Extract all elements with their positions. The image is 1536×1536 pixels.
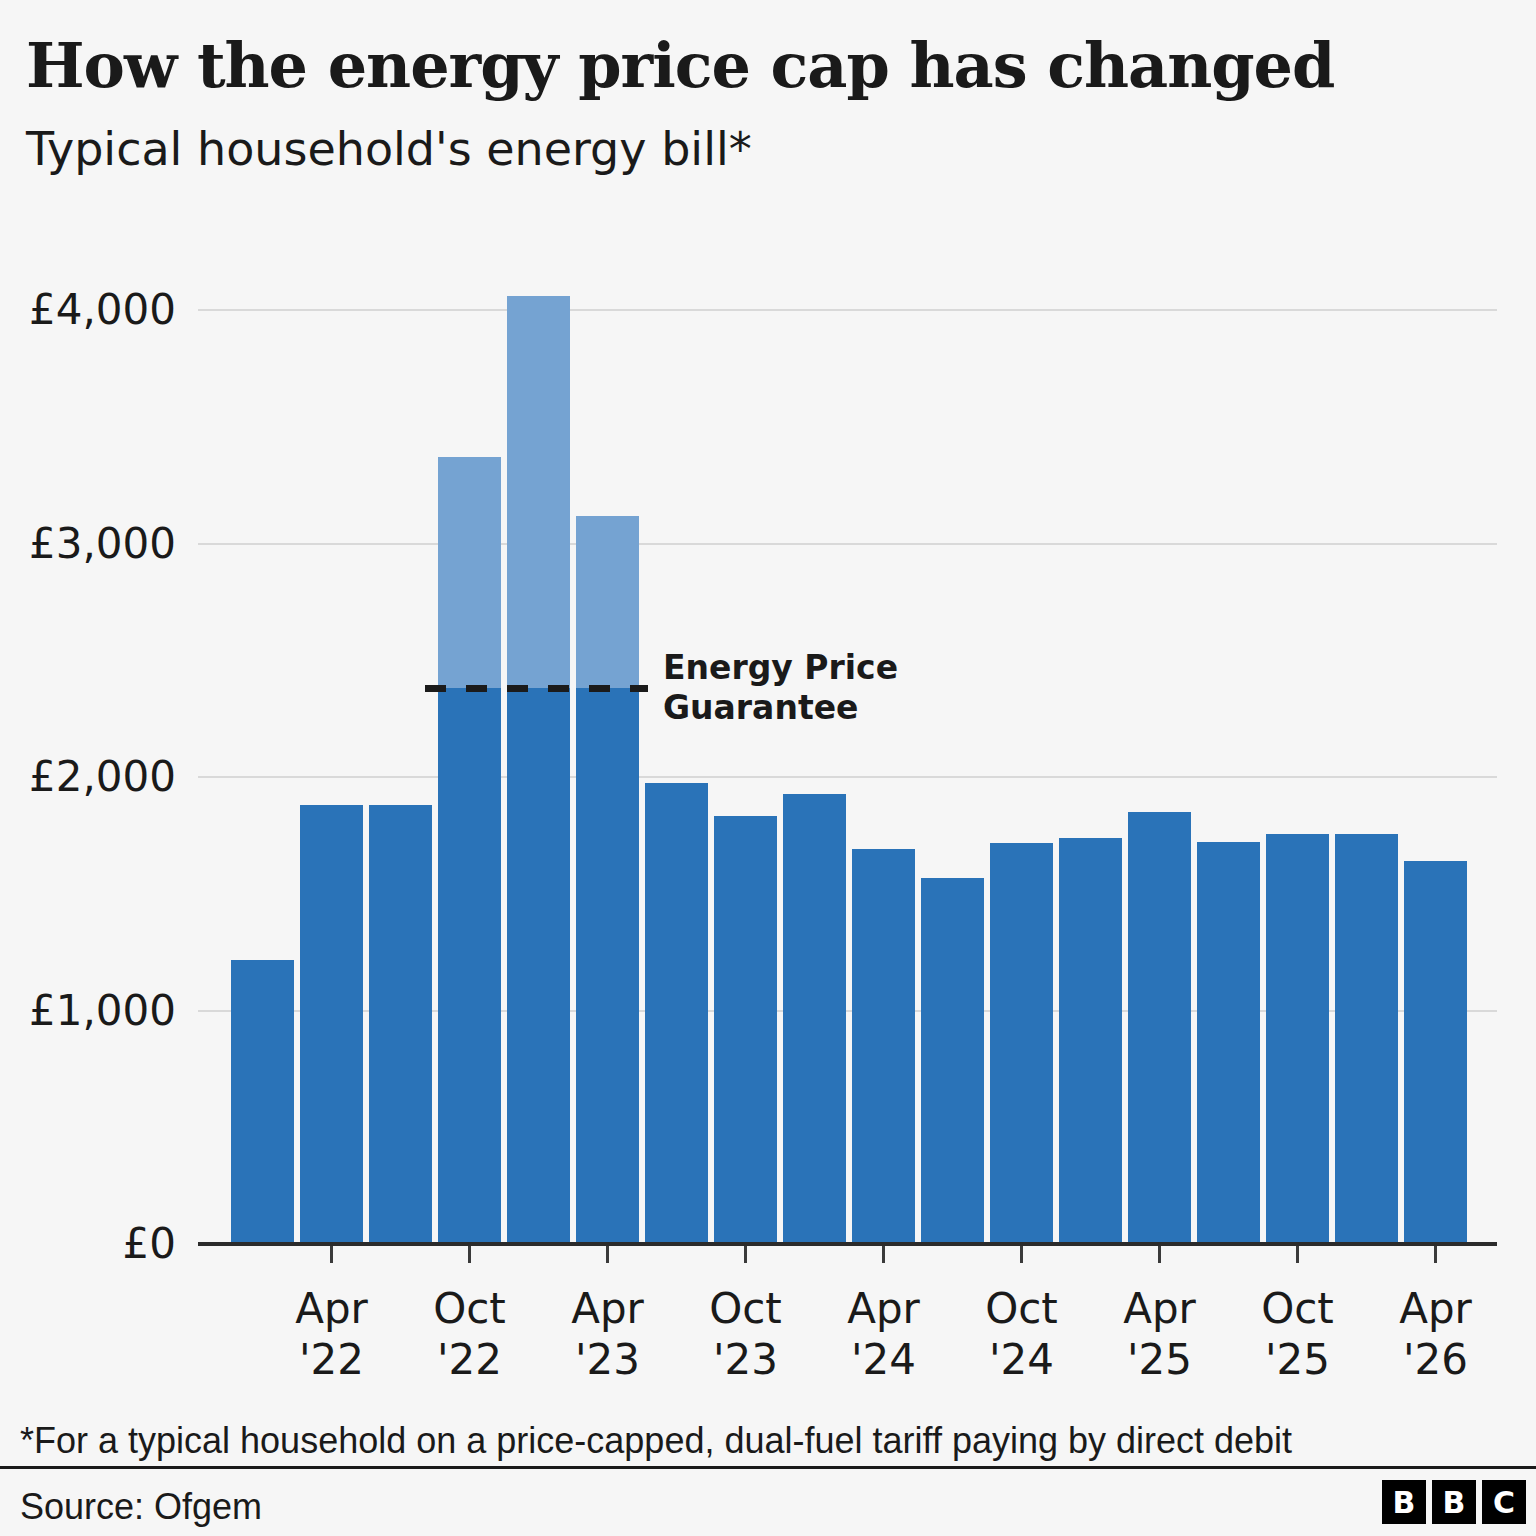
x-axis-tick-7 (744, 1246, 747, 1263)
x-axis-label-17: Apr'26 (1356, 1283, 1516, 1385)
y-axis-label-3000: £3,000 (6, 518, 176, 570)
gridline-3000 (198, 543, 1497, 545)
x-axis-label-15: Oct'25 (1218, 1283, 1378, 1385)
epg-dashed-line (425, 685, 648, 692)
plot-area: £0£1,000£2,000£3,000£4,000Apr'22Oct'22Ap… (0, 0, 1536, 1536)
y-axis-label-1000: £1,000 (6, 985, 176, 1037)
bar-jul-24 (921, 878, 984, 1244)
x-axis-label-7: Oct'23 (666, 1283, 826, 1385)
x-axis-tick-9 (882, 1246, 885, 1263)
bar-apr-22 (300, 805, 363, 1244)
x-axis-label-5: Apr'23 (528, 1283, 688, 1385)
bbc-logo-block-c: C (1482, 1480, 1526, 1524)
bar-jan-24 (783, 794, 846, 1244)
footer-divider (0, 1466, 1536, 1469)
gridline-2000 (198, 776, 1497, 778)
bar-oct-23 (714, 816, 777, 1244)
bar-oct-24 (990, 843, 1053, 1244)
epg-annotation: Energy Price Guarantee (663, 648, 898, 728)
gridline-4000 (198, 309, 1497, 311)
x-axis-label-13: Apr'25 (1080, 1283, 1240, 1385)
epg-annotation-line1: Energy Price (663, 648, 898, 688)
bar-oct-22 (438, 688, 501, 1244)
x-axis-label-9: Apr'24 (804, 1283, 964, 1385)
bar-apr-24 (852, 849, 915, 1244)
bar-oct-25 (1266, 834, 1329, 1244)
x-axis-line (198, 1242, 1497, 1246)
source-label: Source: Ofgem (20, 1486, 262, 1528)
x-axis-label-11: Oct'24 (942, 1283, 1102, 1385)
bbc-logo: B B C (1382, 1480, 1526, 1524)
x-axis-tick-13 (1158, 1246, 1161, 1263)
bbc-logo-block-b1: B (1382, 1480, 1426, 1524)
x-axis-tick-3 (468, 1246, 471, 1263)
x-axis-tick-5 (606, 1246, 609, 1263)
bar-apr-23 (576, 688, 639, 1244)
chart-canvas: How the energy price cap has changed Typ… (0, 0, 1536, 1536)
x-axis-label-1: Apr'22 (252, 1283, 412, 1385)
y-axis-label-2000: £2,000 (6, 751, 176, 803)
y-axis-label-4000: £4,000 (6, 284, 176, 336)
y-axis-label-0: £0 (6, 1218, 176, 1270)
bar-jul-25 (1197, 842, 1260, 1244)
bar-jan-26 (1335, 834, 1398, 1244)
bar-apr-26 (1404, 861, 1467, 1244)
bar-apr-25 (1128, 812, 1191, 1244)
bar-jan-23 (507, 688, 570, 1244)
x-axis-tick-17 (1434, 1246, 1437, 1263)
bar-jan-25 (1059, 838, 1122, 1244)
bar-jul-23 (645, 783, 708, 1244)
bar-jul-22 (369, 805, 432, 1244)
x-axis-tick-15 (1296, 1246, 1299, 1263)
bar-jan-22 (231, 960, 294, 1244)
x-axis-tick-11 (1020, 1246, 1023, 1263)
epg-annotation-line2: Guarantee (663, 688, 898, 728)
bbc-logo-block-b2: B (1432, 1480, 1476, 1524)
x-axis-label-3: Oct'22 (390, 1283, 550, 1385)
x-axis-tick-1 (330, 1246, 333, 1263)
chart-footnote: *For a typical household on a price-capp… (20, 1420, 1520, 1462)
